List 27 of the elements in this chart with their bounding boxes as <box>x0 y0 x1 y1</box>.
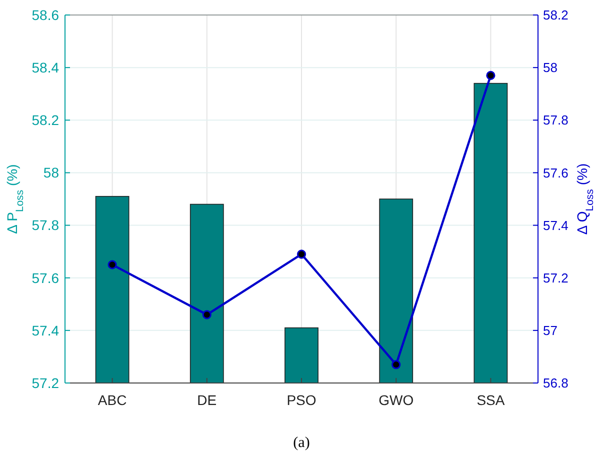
x-tick-label: ABC <box>98 392 127 408</box>
y-tick-label: 57.6 <box>32 270 60 286</box>
y-tick-label: 57.4 <box>32 322 60 338</box>
text: (a) <box>293 435 310 451</box>
x-tick-label: PSO <box>286 392 316 408</box>
y-tick-label: 58 <box>43 164 60 181</box>
point <box>486 70 496 80</box>
y-tick-label: 58.6 <box>32 6 60 23</box>
y2-tick-label: 58 <box>543 60 558 76</box>
x-tick-label: SSA <box>476 392 506 408</box>
y-tick-label: 57.2 <box>32 374 60 391</box>
x-tick-label: GWO <box>378 392 414 408</box>
y2-tick-label: 56.8 <box>543 376 568 391</box>
point <box>296 250 306 259</box>
y2-tick-label: 57 <box>543 322 558 338</box>
point <box>202 310 212 320</box>
y-tick-label: 57.8 <box>32 217 60 234</box>
y-tick-label: 58.2 <box>32 112 60 128</box>
x-tick-label: DE <box>197 392 217 408</box>
y2-tick-label: 57.4 <box>543 218 568 233</box>
y2-tick-label: 58.2 <box>543 8 568 23</box>
y-tick-label: 58.4 <box>32 59 60 76</box>
point <box>108 260 117 270</box>
point <box>392 360 401 370</box>
y2-tick-label: 57.2 <box>543 270 568 286</box>
y2-tick-label: 57.6 <box>543 165 568 180</box>
y2-tick-label: 57.8 <box>543 112 568 128</box>
